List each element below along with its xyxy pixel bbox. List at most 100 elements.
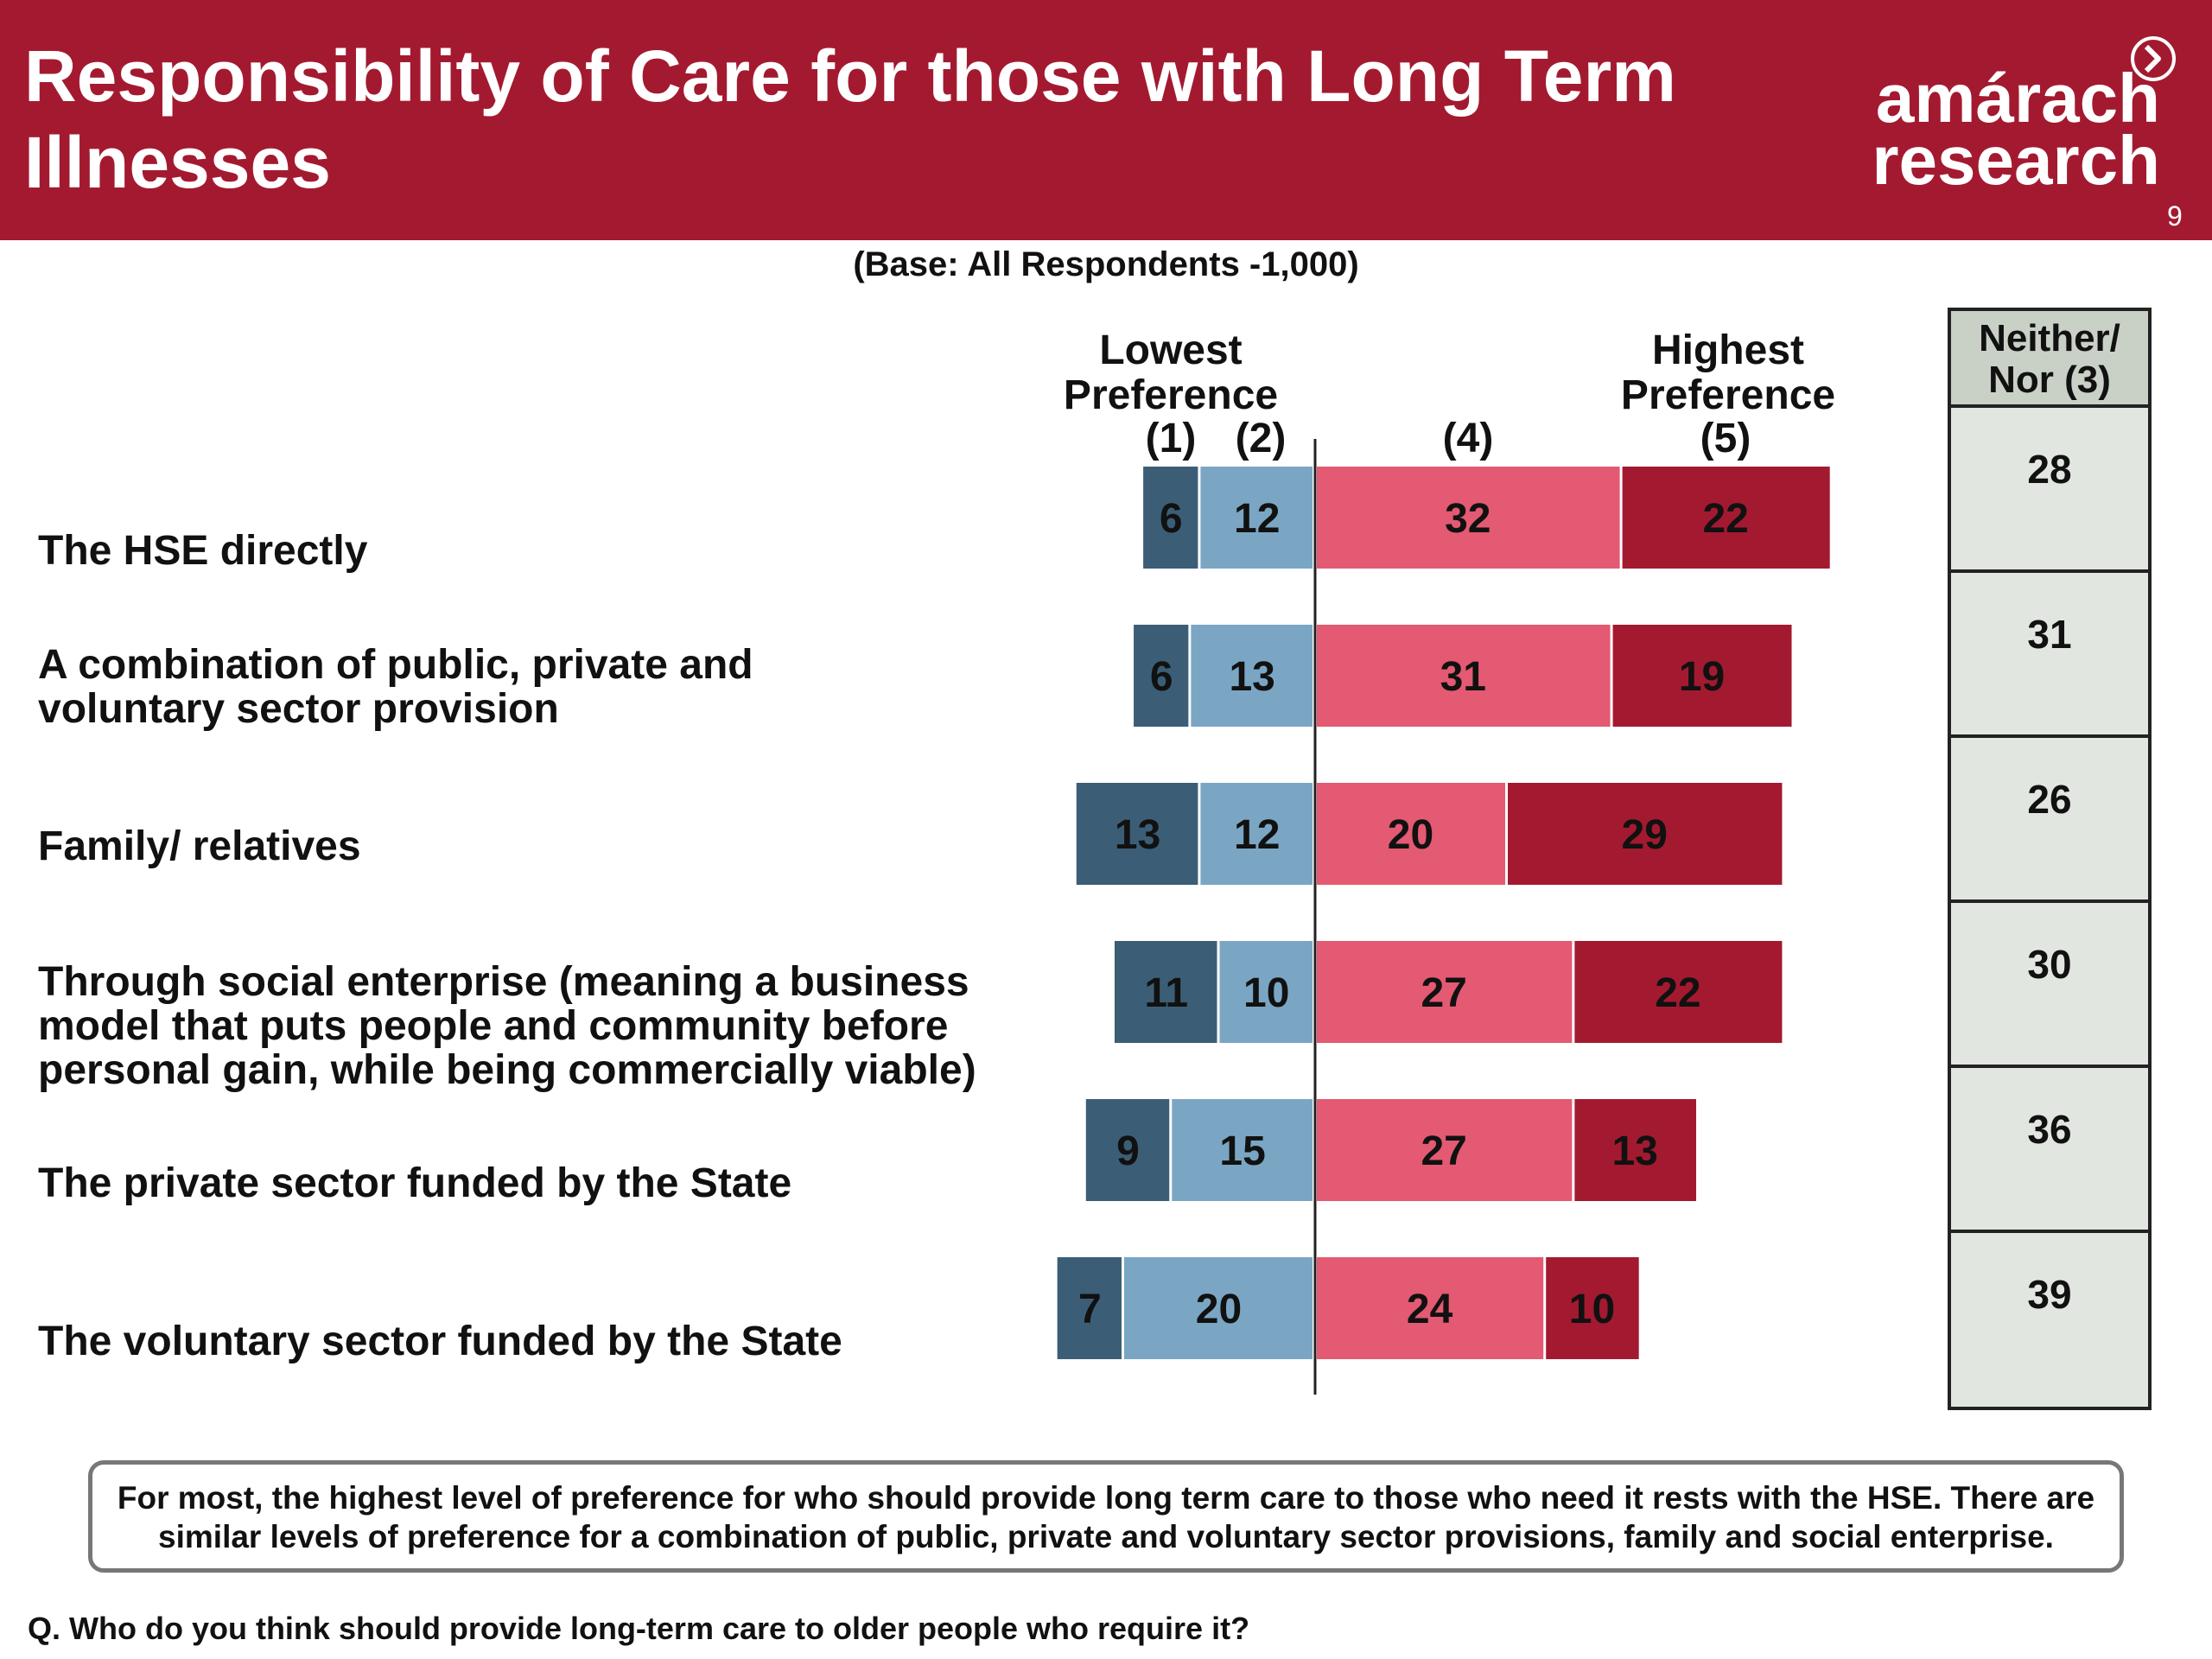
lowest-preference-header: Lowest Preference (1011, 328, 1331, 418)
neither-value-3: 26 (1951, 738, 2148, 903)
bar-label-row2-2: 13 (1229, 654, 1274, 700)
row-label-5: The private sector funded by the State (38, 1161, 791, 1205)
row-label-4-line-3: personal gain, while being commercially … (38, 1047, 976, 1093)
summary-box: For most, the highest level of preferenc… (88, 1460, 2124, 1573)
bar-row5-1 (1085, 1099, 1170, 1201)
bar-row1-1 (1143, 467, 1198, 569)
highest-preference-header: Highest Preference (1573, 328, 1884, 418)
bar-label-row1-4: 32 (1445, 496, 1491, 542)
row-label-1-line: The HSE directly (38, 528, 368, 574)
neither-value-4: 30 (1951, 903, 2148, 1068)
bar-row5-2 (1172, 1099, 1313, 1201)
neither-value-2: 31 (1951, 573, 2148, 738)
bar-row4-4 (1317, 941, 1573, 1043)
bar-row4-1 (1114, 941, 1217, 1043)
bar-row3-1 (1076, 783, 1198, 885)
company-logo: amárach research (1866, 60, 2160, 199)
neither-value-4-text: 30 (2027, 942, 2072, 987)
bar-row6-2 (1124, 1257, 1313, 1359)
bar-row5-4 (1317, 1099, 1573, 1201)
row-label-5-line: The private sector funded by the State (38, 1160, 792, 1206)
neither-value-1: 28 (1951, 408, 2148, 573)
row-label-4-line-2: model that puts people and community bef… (38, 1003, 949, 1049)
bar-row1-4 (1317, 467, 1620, 569)
page-title: Responsibility of Care for those with Lo… (24, 35, 1676, 203)
bar-label-row2-1: 6 (1150, 654, 1173, 700)
bar-label-row2-4: 31 (1440, 654, 1486, 700)
bar-row1-5 (1622, 467, 1830, 569)
bar-row2-2 (1191, 625, 1313, 727)
column-label-5: (5) (1700, 416, 1751, 461)
column-label-2: (2) (1235, 416, 1287, 461)
neither-nor-column: Neither/ Nor (3) 28 31 26 30 36 39 (1948, 308, 2152, 1410)
bar-label-row5-2: 15 (1219, 1128, 1265, 1174)
row-label-6: The voluntary sector funded by the State (38, 1319, 842, 1363)
row-label-3-line: Family/ relatives (38, 823, 361, 869)
lowest-line-2: Preference (1063, 372, 1279, 418)
bar-row1-2 (1200, 467, 1313, 569)
bar-row3-5 (1508, 783, 1783, 885)
column-label-4: (4) (1442, 416, 1494, 461)
row-label-2: A combination of public, private and vol… (38, 643, 753, 731)
neither-value-1-text: 28 (2027, 447, 2072, 492)
bar-label-row3-2: 12 (1234, 812, 1280, 858)
row-label-4: Through social enterprise (meaning a bus… (38, 960, 976, 1092)
row-label-1: The HSE directly (38, 529, 367, 573)
survey-question: Q. Who do you think should provide long-… (28, 1611, 1250, 1646)
bar-row6-1 (1057, 1257, 1122, 1359)
neither-value-5: 36 (1951, 1068, 2148, 1233)
bar-label-row4-5: 22 (1655, 970, 1700, 1016)
bar-label-row1-1: 6 (1160, 496, 1183, 542)
title-banner: Responsibility of Care for those with Lo… (0, 0, 2212, 240)
bar-label-row1-2: 12 (1234, 496, 1280, 542)
logo-line-1: amárach (1875, 60, 2160, 137)
summary-text: For most, the highest level of preferenc… (117, 1480, 2095, 1554)
column-label-1: (1) (1145, 416, 1197, 461)
lowest-line-1: Lowest (1099, 327, 1243, 373)
page-number: 9 (2167, 200, 2183, 232)
neither-nor-header: Neither/ Nor (3) (1951, 311, 2148, 408)
neither-value-3-text: 26 (2027, 777, 2072, 822)
bar-label-row3-5: 29 (1622, 812, 1668, 858)
chevron-circle-icon (2131, 36, 2176, 81)
bar-row5-5 (1574, 1099, 1696, 1201)
bar-label-row4-4: 27 (1421, 970, 1466, 1016)
bar-label-row3-1: 13 (1115, 812, 1160, 858)
bar-row4-2 (1219, 941, 1313, 1043)
bar-row2-1 (1134, 625, 1189, 727)
bar-label-row4-2: 10 (1243, 970, 1289, 1016)
bar-label-row6-2: 20 (1196, 1287, 1242, 1332)
highest-line-2: Preference (1620, 372, 1836, 418)
bar-label-row6-1: 7 (1078, 1287, 1102, 1332)
bar-label-row6-5: 10 (1569, 1287, 1615, 1332)
row-label-6-line: The voluntary sector funded by the State (38, 1319, 842, 1364)
bar-row3-4 (1317, 783, 1505, 885)
bar-row2-4 (1317, 625, 1611, 727)
row-label-3: Family/ relatives (38, 824, 361, 868)
bar-row3-2 (1200, 783, 1313, 885)
neither-header-line-2: Nor (3) (1988, 359, 2111, 401)
bar-label-row5-4: 27 (1421, 1128, 1466, 1174)
row-label-2-line-2: voluntary sector provision (38, 686, 559, 732)
highest-line-1: Highest (1651, 327, 1804, 373)
row-label-2-line-1: A combination of public, private and (38, 642, 753, 688)
neither-value-6: 39 (1951, 1233, 2148, 1407)
bar-row4-5 (1574, 941, 1783, 1043)
neither-value-2-text: 31 (2027, 612, 2072, 657)
bar-label-row4-1: 11 (1144, 970, 1188, 1016)
neither-header-line-1: Neither/ (1979, 317, 2120, 359)
bar-label-row1-5: 22 (1702, 496, 1748, 542)
logo-line-2: research (1872, 122, 2160, 199)
bar-row6-5 (1546, 1257, 1639, 1359)
bar-row2-5 (1612, 625, 1792, 727)
neither-value-5-text: 36 (2027, 1107, 2072, 1152)
bar-label-row6-4: 24 (1407, 1287, 1453, 1332)
neither-value-6-text: 39 (2027, 1272, 2072, 1317)
base-note: (Base: All Respondents -1,000) (853, 245, 1359, 283)
bar-label-row5-1: 9 (1116, 1128, 1140, 1174)
bar-label-row5-5: 13 (1611, 1128, 1657, 1174)
bar-label-row2-5: 19 (1679, 654, 1725, 700)
bar-label-row3-4: 20 (1388, 812, 1433, 858)
row-label-4-line-1: Through social enterprise (meaning a bus… (38, 959, 969, 1005)
